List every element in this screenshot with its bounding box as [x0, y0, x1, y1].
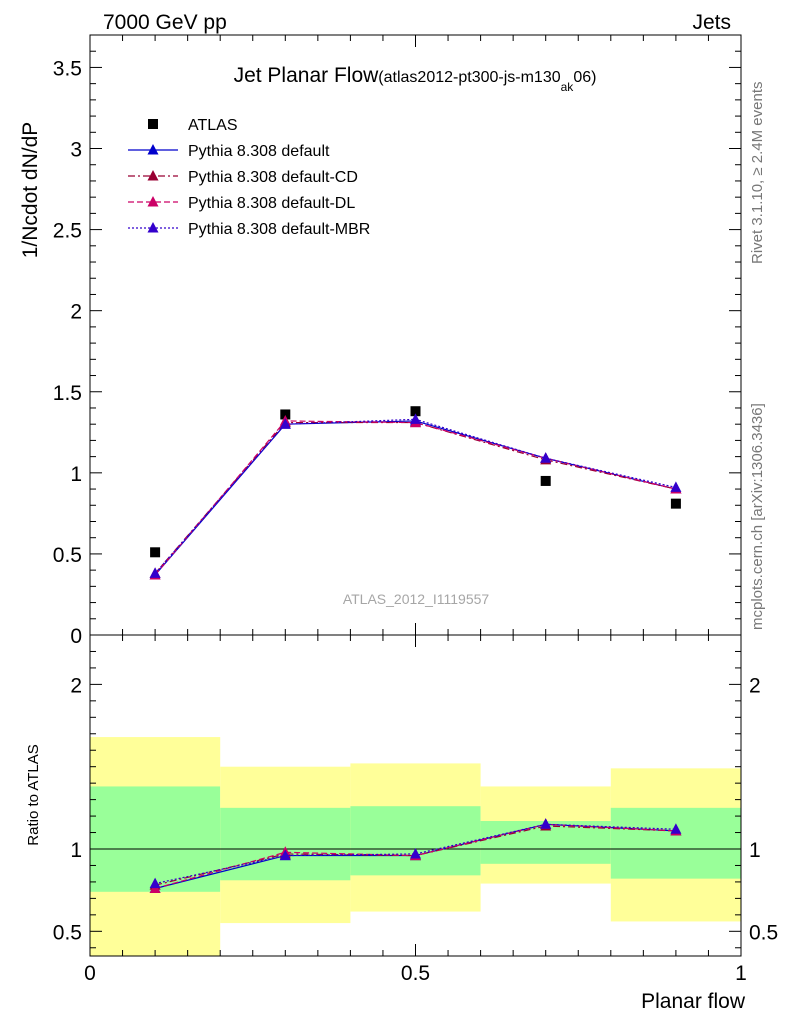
- main-ytick-label: 1: [70, 463, 82, 486]
- uncertainty-band-inner: [350, 806, 481, 876]
- ratio-axes: 0.5 0.51 12 20 0.5 1: [53, 635, 778, 985]
- legend-label-atlas: ATLAS: [188, 117, 238, 134]
- header-left: 7000 GeV pp: [103, 11, 227, 34]
- series-line-pythia-8-308-default: [154, 420, 677, 576]
- ratio-xlabel: Planar flow: [641, 990, 746, 1013]
- data-point-atlas: [410, 406, 421, 417]
- ratio-marker-pythia-8-308-default-mbr: [670, 823, 682, 834]
- legend-marker-pythia-8-308-default: [147, 144, 159, 155]
- watermark: ATLAS_2012_I1119557: [343, 591, 490, 607]
- legend-marker-pythia-8-308-default-cd: [147, 170, 159, 181]
- ratio-ytick-label: 2: [70, 674, 82, 697]
- ratio-bands: [90, 737, 741, 956]
- legend-marker-pythia-8-308-default-dl: [147, 196, 159, 207]
- main-ytick-label: 2.5: [53, 220, 82, 243]
- uncertainty-band-inner: [220, 807, 351, 881]
- legend-label-pythia-8-308-default-cd: Pythia 8.308 default-CD: [188, 169, 358, 186]
- ratio-ytick-label: 0.5: [53, 921, 82, 944]
- series-marker-pythia-8-308-default-mbr: [670, 481, 682, 492]
- rivet-label: Rivet 3.1.10, ≥ 2.4M events: [749, 82, 766, 265]
- main-title-text: Jet Planar Flow: [234, 64, 380, 87]
- ratio-ytick-label-right: 0.5: [749, 921, 778, 944]
- uncertainty-band-inner: [610, 807, 741, 879]
- ratio-marker-pythia-8-308-default-mbr: [279, 849, 291, 861]
- series-marker-pythia-8-308-default-mbr: [279, 418, 291, 429]
- main-marks: [149, 406, 682, 580]
- ratio-ytick-label-right: 2: [749, 674, 761, 697]
- ratio-ytick-label-right: 1: [749, 839, 761, 862]
- main-ylabel: 1/Ncdot dN/dP: [19, 122, 42, 259]
- ratio-xtick-label: 0: [84, 962, 96, 985]
- data-point-atlas: [150, 547, 161, 558]
- main-ytick-label: 0: [70, 625, 82, 648]
- main-ytick-label: 2: [70, 301, 82, 324]
- ratio-line-pythia-8-308-default-mbr: [154, 823, 676, 885]
- series-line-pythia-8-308-default-dl: [154, 420, 677, 576]
- main-subtitle-b: 06): [573, 69, 596, 86]
- mcplots-label: mcplots.cern.ch [arXiv:1306.3436]: [749, 403, 766, 630]
- legend-label-pythia-8-308-default-mbr: Pythia 8.308 default-MBR: [188, 221, 370, 238]
- ratio-xtick-label: 0.5: [401, 962, 430, 985]
- ratio-marker-pythia-8-308-default-mbr: [149, 877, 161, 889]
- header-right: Jets: [692, 11, 731, 34]
- series-line-pythia-8-308-default-mbr: [154, 418, 677, 574]
- series-marker-pythia-8-308-default-mbr: [410, 413, 421, 424]
- data-point-atlas: [670, 498, 681, 509]
- data-point-atlas: [280, 409, 291, 420]
- main-ytick-label: 0.5: [53, 544, 82, 567]
- series-marker-pythia-8-308-default-mbr: [540, 452, 552, 463]
- ratio-marker-pythia-8-308-default-mbr: [410, 847, 421, 859]
- legend-marker-atlas: [148, 119, 158, 129]
- main-subtitle-a: (atlas2012-pt300-js-m130: [378, 69, 560, 86]
- main-ytick-label: 3: [70, 139, 82, 162]
- legend-marker-pythia-8-308-default-mbr: [147, 222, 159, 233]
- series-marker-pythia-8-308-default-mbr: [149, 567, 161, 578]
- ratio-xtick-label: 1: [735, 962, 747, 985]
- ratio-panel: 0.5 0.51 12 20 0.5 1 Ratio to ATLAS Planar fl…: [25, 634, 778, 1013]
- ratio-marks: [90, 818, 741, 894]
- ratio-line-pythia-8-308-default-cd: [154, 825, 676, 886]
- main-panel: 0 0.5 1 1.5 2 2.5 3 3.5 Jet Planar Flow(atlas20…: [19, 34, 742, 648]
- legend: ATLAS Pythia 8.308 default Pythia 8.308 de…: [128, 117, 370, 238]
- ratio-ylabel: Ratio to ATLAS: [25, 744, 42, 845]
- legend-label-pythia-8-308-default-dl: Pythia 8.308 default-DL: [188, 195, 355, 212]
- legend-label-pythia-8-308-default: Pythia 8.308 default: [188, 143, 330, 160]
- main-ytick-label: 3.5: [53, 57, 82, 80]
- main-title: Jet Planar Flow(atlas2012-pt300-js-m130a…: [234, 64, 597, 94]
- ratio-ytick-label: 1: [70, 839, 82, 862]
- ratio-marker-pythia-8-308-default-mbr: [540, 818, 552, 829]
- data-point-atlas: [540, 475, 551, 486]
- main-ytick-label: 1.5: [53, 382, 82, 405]
- main-subtitle-sub: ak: [561, 80, 575, 94]
- series-line-pythia-8-308-default-cd: [154, 421, 677, 574]
